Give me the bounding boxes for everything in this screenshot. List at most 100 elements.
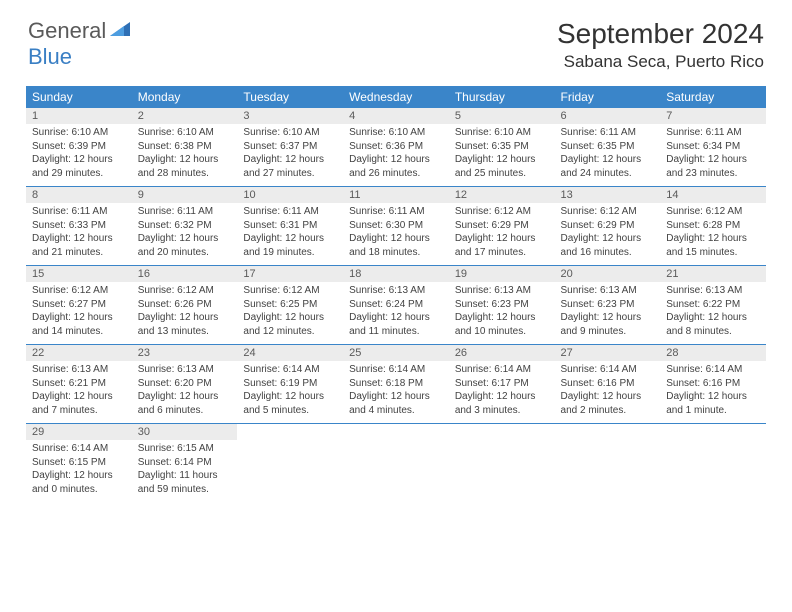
day-info: Sunrise: 6:14 AMSunset: 6:19 PMDaylight:…: [237, 361, 343, 423]
logo-text-blue: Blue: [28, 44, 72, 69]
day-info: Sunrise: 6:13 AMSunset: 6:21 PMDaylight:…: [26, 361, 132, 423]
calendar-day-cell: [449, 424, 555, 503]
day-number: 10: [237, 187, 343, 203]
calendar-week-row: 8Sunrise: 6:11 AMSunset: 6:33 PMDaylight…: [26, 187, 766, 266]
logo-sub: Blue: [28, 44, 72, 70]
day-info: Sunrise: 6:12 AMSunset: 6:29 PMDaylight:…: [555, 203, 661, 265]
day-info: Sunrise: 6:15 AMSunset: 6:14 PMDaylight:…: [132, 440, 238, 502]
day-number: 24: [237, 345, 343, 361]
calendar-day-cell: 5Sunrise: 6:10 AMSunset: 6:35 PMDaylight…: [449, 108, 555, 187]
calendar-table: Sunday Monday Tuesday Wednesday Thursday…: [26, 86, 766, 502]
calendar-day-cell: 27Sunrise: 6:14 AMSunset: 6:16 PMDayligh…: [555, 345, 661, 424]
day-info: Sunrise: 6:14 AMSunset: 6:15 PMDaylight:…: [26, 440, 132, 502]
day-number: 7: [660, 108, 766, 124]
day-info: Sunrise: 6:13 AMSunset: 6:20 PMDaylight:…: [132, 361, 238, 423]
day-number: 19: [449, 266, 555, 282]
calendar-day-cell: 3Sunrise: 6:10 AMSunset: 6:37 PMDaylight…: [237, 108, 343, 187]
dayhead-tue: Tuesday: [237, 86, 343, 108]
calendar-day-cell: 25Sunrise: 6:14 AMSunset: 6:18 PMDayligh…: [343, 345, 449, 424]
calendar-week-row: 29Sunrise: 6:14 AMSunset: 6:15 PMDayligh…: [26, 424, 766, 503]
dayhead-sun: Sunday: [26, 86, 132, 108]
calendar-day-cell: 9Sunrise: 6:11 AMSunset: 6:32 PMDaylight…: [132, 187, 238, 266]
day-number: 23: [132, 345, 238, 361]
day-number: 9: [132, 187, 238, 203]
empty-day: [449, 424, 555, 478]
dayhead-thu: Thursday: [449, 86, 555, 108]
day-info: Sunrise: 6:11 AMSunset: 6:30 PMDaylight:…: [343, 203, 449, 265]
calendar-day-cell: 23Sunrise: 6:13 AMSunset: 6:20 PMDayligh…: [132, 345, 238, 424]
calendar-day-cell: 17Sunrise: 6:12 AMSunset: 6:25 PMDayligh…: [237, 266, 343, 345]
calendar-day-cell: 11Sunrise: 6:11 AMSunset: 6:30 PMDayligh…: [343, 187, 449, 266]
empty-day: [555, 424, 661, 478]
dayhead-mon: Monday: [132, 86, 238, 108]
calendar-day-cell: [237, 424, 343, 503]
logo-triangle-icon: [110, 20, 132, 43]
empty-day: [237, 424, 343, 478]
title-block: September 2024 Sabana Seca, Puerto Rico: [557, 18, 764, 72]
day-info: Sunrise: 6:11 AMSunset: 6:31 PMDaylight:…: [237, 203, 343, 265]
location-label: Sabana Seca, Puerto Rico: [557, 52, 764, 72]
calendar-day-cell: 14Sunrise: 6:12 AMSunset: 6:28 PMDayligh…: [660, 187, 766, 266]
calendar-day-cell: 19Sunrise: 6:13 AMSunset: 6:23 PMDayligh…: [449, 266, 555, 345]
day-info: Sunrise: 6:12 AMSunset: 6:25 PMDaylight:…: [237, 282, 343, 344]
day-number: 5: [449, 108, 555, 124]
day-number: 27: [555, 345, 661, 361]
day-number: 29: [26, 424, 132, 440]
day-info: Sunrise: 6:10 AMSunset: 6:39 PMDaylight:…: [26, 124, 132, 186]
day-header-row: Sunday Monday Tuesday Wednesday Thursday…: [26, 86, 766, 108]
header: General September 2024 Sabana Seca, Puer…: [0, 0, 792, 80]
dayhead-wed: Wednesday: [343, 86, 449, 108]
day-info: Sunrise: 6:10 AMSunset: 6:38 PMDaylight:…: [132, 124, 238, 186]
day-info: Sunrise: 6:12 AMSunset: 6:27 PMDaylight:…: [26, 282, 132, 344]
calendar-day-cell: 28Sunrise: 6:14 AMSunset: 6:16 PMDayligh…: [660, 345, 766, 424]
day-number: 3: [237, 108, 343, 124]
day-info: Sunrise: 6:14 AMSunset: 6:17 PMDaylight:…: [449, 361, 555, 423]
day-info: Sunrise: 6:14 AMSunset: 6:18 PMDaylight:…: [343, 361, 449, 423]
calendar-week-row: 22Sunrise: 6:13 AMSunset: 6:21 PMDayligh…: [26, 345, 766, 424]
day-info: Sunrise: 6:10 AMSunset: 6:37 PMDaylight:…: [237, 124, 343, 186]
day-info: Sunrise: 6:12 AMSunset: 6:28 PMDaylight:…: [660, 203, 766, 265]
calendar-day-cell: 24Sunrise: 6:14 AMSunset: 6:19 PMDayligh…: [237, 345, 343, 424]
day-number: 25: [343, 345, 449, 361]
day-number: 30: [132, 424, 238, 440]
day-number: 13: [555, 187, 661, 203]
calendar-week-row: 15Sunrise: 6:12 AMSunset: 6:27 PMDayligh…: [26, 266, 766, 345]
day-number: 15: [26, 266, 132, 282]
dayhead-fri: Friday: [555, 86, 661, 108]
day-info: Sunrise: 6:14 AMSunset: 6:16 PMDaylight:…: [555, 361, 661, 423]
day-number: 17: [237, 266, 343, 282]
day-info: Sunrise: 6:11 AMSunset: 6:35 PMDaylight:…: [555, 124, 661, 186]
calendar-day-cell: 15Sunrise: 6:12 AMSunset: 6:27 PMDayligh…: [26, 266, 132, 345]
empty-day: [660, 424, 766, 478]
day-info: Sunrise: 6:12 AMSunset: 6:26 PMDaylight:…: [132, 282, 238, 344]
calendar-day-cell: 18Sunrise: 6:13 AMSunset: 6:24 PMDayligh…: [343, 266, 449, 345]
day-number: 22: [26, 345, 132, 361]
day-number: 12: [449, 187, 555, 203]
day-number: 8: [26, 187, 132, 203]
day-info: Sunrise: 6:13 AMSunset: 6:24 PMDaylight:…: [343, 282, 449, 344]
calendar-day-cell: 13Sunrise: 6:12 AMSunset: 6:29 PMDayligh…: [555, 187, 661, 266]
day-info: Sunrise: 6:14 AMSunset: 6:16 PMDaylight:…: [660, 361, 766, 423]
day-info: Sunrise: 6:10 AMSunset: 6:35 PMDaylight:…: [449, 124, 555, 186]
calendar-day-cell: 20Sunrise: 6:13 AMSunset: 6:23 PMDayligh…: [555, 266, 661, 345]
day-info: Sunrise: 6:11 AMSunset: 6:32 PMDaylight:…: [132, 203, 238, 265]
day-number: 1: [26, 108, 132, 124]
calendar-day-cell: [555, 424, 661, 503]
day-number: 26: [449, 345, 555, 361]
calendar-day-cell: 6Sunrise: 6:11 AMSunset: 6:35 PMDaylight…: [555, 108, 661, 187]
logo: General: [28, 18, 134, 44]
day-number: 11: [343, 187, 449, 203]
calendar-day-cell: 8Sunrise: 6:11 AMSunset: 6:33 PMDaylight…: [26, 187, 132, 266]
calendar-week-row: 1Sunrise: 6:10 AMSunset: 6:39 PMDaylight…: [26, 108, 766, 187]
day-info: Sunrise: 6:12 AMSunset: 6:29 PMDaylight:…: [449, 203, 555, 265]
calendar-day-cell: 30Sunrise: 6:15 AMSunset: 6:14 PMDayligh…: [132, 424, 238, 503]
day-number: 6: [555, 108, 661, 124]
calendar-day-cell: 10Sunrise: 6:11 AMSunset: 6:31 PMDayligh…: [237, 187, 343, 266]
empty-day: [343, 424, 449, 478]
day-info: Sunrise: 6:11 AMSunset: 6:33 PMDaylight:…: [26, 203, 132, 265]
day-info: Sunrise: 6:13 AMSunset: 6:23 PMDaylight:…: [449, 282, 555, 344]
day-number: 2: [132, 108, 238, 124]
day-number: 18: [343, 266, 449, 282]
page-title: September 2024: [557, 18, 764, 50]
calendar-day-cell: 16Sunrise: 6:12 AMSunset: 6:26 PMDayligh…: [132, 266, 238, 345]
